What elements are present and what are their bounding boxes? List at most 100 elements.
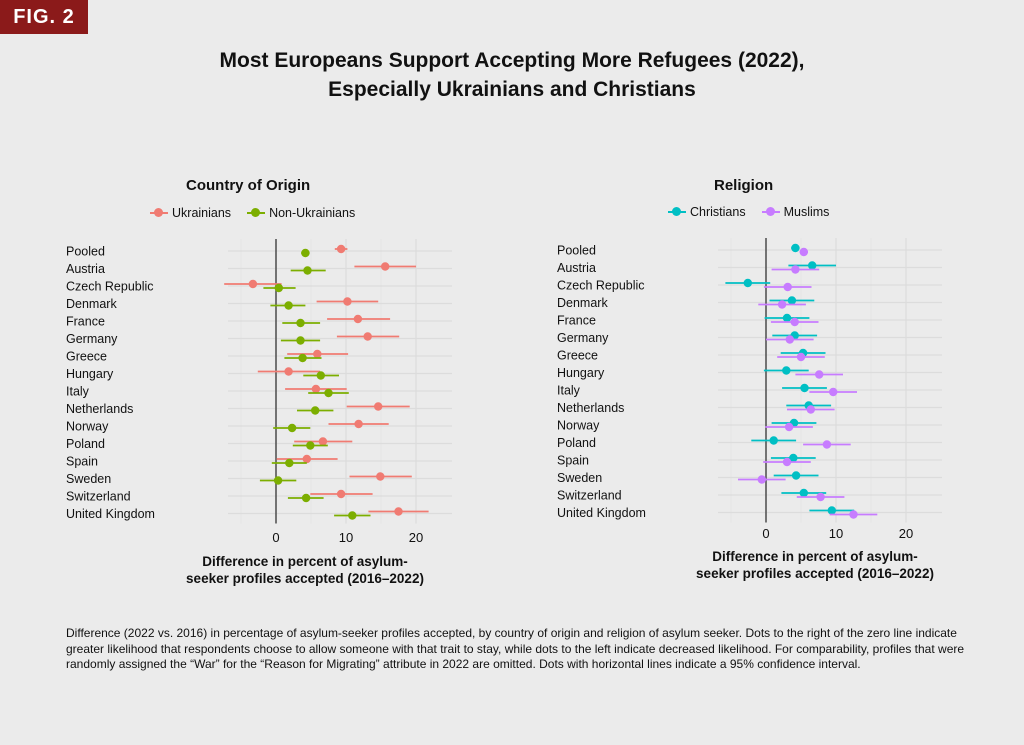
category-label-greece: Greece (66, 350, 107, 364)
point-muslims-pooled (799, 247, 808, 257)
point-non-ukrainians-greece (298, 353, 307, 363)
category-label-greece: Greece (557, 349, 598, 363)
point-ukrainians-austria (381, 262, 390, 271)
legend-swatch-christians (668, 207, 686, 216)
point-muslims-norway (784, 422, 794, 432)
x-tick-label-10: 10 (339, 530, 353, 545)
point-ukrainians-hungary (284, 367, 293, 376)
panel-title-country: Country of Origin (186, 177, 311, 194)
point-christians-norway (789, 418, 799, 428)
category-label-italy: Italy (557, 384, 581, 398)
panel-country-of-origin: Pooled Austria Czech Republic Denmark France… (66, 239, 452, 545)
point-non-ukrainians-switzerland (301, 493, 311, 503)
point-muslims-hungary (815, 370, 824, 379)
category-label-france: France (66, 315, 105, 329)
category-label-united-kingdom: United Kingdom (66, 507, 155, 521)
point-ukrainians-netherlands (374, 402, 383, 411)
point-christians-switzerland (799, 488, 808, 498)
x-axis-label-religion-line-2: seeker profiles accepted (2016–2022) (696, 566, 934, 581)
legend-label-muslims: Muslims (783, 205, 830, 219)
point-christians-pooled (791, 243, 800, 253)
category-label-czech-republic: Czech Republic (557, 279, 645, 293)
panel-title-religion: Religion (714, 177, 774, 194)
category-label-italy: Italy (66, 385, 90, 399)
point-muslims-united-kingdom (849, 510, 858, 519)
point-non-ukrainians-denmark (284, 301, 293, 310)
legend-label-christians: Christians (690, 205, 746, 219)
point-muslims-denmark (777, 300, 787, 309)
point-non-ukrainians-germany (296, 336, 305, 345)
point-non-ukrainians-pooled (301, 248, 310, 258)
point-non-ukrainians-austria (303, 266, 312, 275)
x-tick-label-20: 20 (899, 526, 913, 541)
category-label-norway: Norway (557, 419, 600, 433)
category-label-czech-republic: Czech Republic (66, 280, 154, 294)
legend-label-ukrainians: Ukrainians (172, 206, 232, 220)
category-label-spain: Spain (66, 455, 98, 469)
legend-swatch-non-ukrainians (247, 208, 266, 217)
point-ukrainians-pooled (336, 244, 346, 254)
point-ukrainians-italy (311, 384, 321, 394)
x-axis-label-religion-line-1: Difference in percent of asylum- (712, 549, 918, 564)
point-ukrainians-france (353, 314, 363, 324)
point-non-ukrainians-france (296, 318, 305, 328)
point-muslims-spain (782, 457, 792, 467)
point-ukrainians-greece (313, 349, 322, 359)
figure-title-line-2: Especially Ukrainians and Christians (328, 78, 696, 101)
point-christians-greece (798, 348, 808, 358)
point-muslims-france (790, 317, 799, 327)
category-label-sweden: Sweden (557, 471, 602, 485)
category-label-switzerland: Switzerland (557, 489, 622, 503)
point-non-ukrainians-spain (285, 458, 294, 468)
point-non-ukrainians-hungary (316, 371, 325, 380)
category-label-hungary: Hungary (557, 366, 605, 380)
point-non-ukrainians-italy (324, 388, 333, 398)
x-axis-label-religion: Difference in percent of asylum- seeker … (680, 548, 950, 582)
point-non-ukrainians-norway (287, 423, 297, 433)
category-label-netherlands: Netherlands (66, 402, 133, 416)
panel-religion: Pooled Austria Czech Republic Denmark France… (557, 238, 942, 541)
point-muslims-austria (791, 265, 800, 274)
point-non-ukrainians-united-kingdom (348, 511, 357, 520)
legend-swatch-ukrainians (150, 208, 168, 217)
point-non-ukrainians-poland (306, 441, 315, 450)
legend-item-non-ukrainians: Non-Ukrainians (247, 206, 355, 220)
point-muslims-greece (796, 352, 806, 362)
point-christians-sweden (791, 471, 801, 480)
legend-country: Ukrainians Non-Ukrainians (150, 206, 365, 220)
x-axis-label-country-line-1: Difference in percent of asylum- (202, 554, 408, 569)
point-ukrainians-denmark (343, 297, 352, 306)
category-label-netherlands: Netherlands (557, 401, 624, 415)
category-label-austria: Austria (66, 262, 105, 276)
point-non-ukrainians-sweden (273, 476, 283, 485)
figure-title: Most Europeans Support Accepting More Re… (0, 46, 1024, 104)
point-ukrainians-norway (354, 419, 363, 429)
category-label-sweden: Sweden (66, 472, 111, 486)
x-axis-label-country: Difference in percent of asylum- seeker … (170, 553, 440, 587)
point-christians-hungary (782, 366, 791, 375)
x-tick-label-20: 20 (409, 530, 423, 545)
point-christians-austria (808, 261, 817, 270)
category-label-pooled: Pooled (557, 244, 596, 258)
point-christians-netherlands (804, 401, 813, 410)
point-muslims-italy (829, 387, 838, 397)
category-label-austria: Austria (557, 261, 596, 275)
category-label-denmark: Denmark (66, 297, 117, 311)
point-ukrainians-sweden (376, 472, 385, 481)
point-ukrainians-switzerland (336, 489, 346, 499)
category-label-poland: Poland (557, 436, 596, 450)
legend-swatch-muslims (761, 207, 780, 216)
point-christians-germany (790, 331, 799, 340)
category-label-germany: Germany (66, 332, 118, 346)
figure-title-line-1: Most Europeans Support Accepting More Re… (219, 49, 805, 72)
x-tick-label-0: 0 (272, 530, 279, 545)
point-muslims-germany (785, 335, 794, 344)
figure-badge: FIG. 2 (0, 0, 88, 34)
x-tick-label-0: 0 (762, 526, 769, 541)
point-ukrainians-spain (302, 454, 311, 464)
category-label-pooled: Pooled (66, 245, 105, 259)
category-label-denmark: Denmark (557, 296, 608, 310)
x-axis-label-country-line-2: seeker profiles accepted (2016–2022) (186, 571, 424, 586)
legend-item-muslims: Muslims (761, 205, 830, 219)
point-christians-spain (789, 453, 798, 463)
